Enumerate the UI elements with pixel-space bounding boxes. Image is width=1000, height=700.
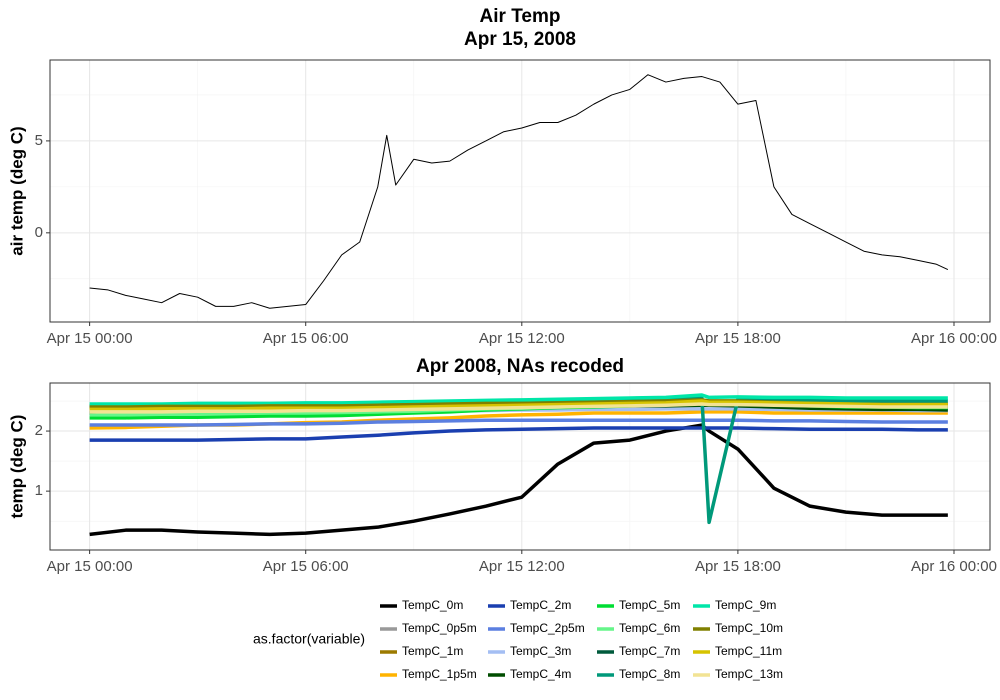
legend-label: TempC_2m xyxy=(510,598,571,612)
y-axis-label: air temp (deg C) xyxy=(7,126,26,255)
legend-label: TempC_0p5m xyxy=(402,621,477,635)
x-tick-label: Apr 15 06:00 xyxy=(263,330,349,347)
y-axis-label: temp (deg C) xyxy=(7,415,26,519)
series-line xyxy=(89,74,949,309)
series-line xyxy=(89,426,948,442)
x-tick-label: Apr 15 12:00 xyxy=(479,558,565,575)
series-line xyxy=(89,402,948,414)
legend-label: TempC_5m xyxy=(619,598,680,612)
legend-label: TempC_9m xyxy=(715,598,776,612)
series-line xyxy=(89,399,948,412)
x-tick-label: Apr 15 06:00 xyxy=(263,558,349,575)
x-tick-label: Apr 16 00:00 xyxy=(911,558,997,575)
x-tick-label: Apr 15 00:00 xyxy=(47,330,133,347)
legend-label: TempC_11m xyxy=(715,644,782,658)
legend-label: TempC_3m xyxy=(510,644,571,658)
legend-label: TempC_8m xyxy=(619,667,680,681)
chart-title: Apr 2008, NAs recoded xyxy=(416,356,624,377)
x-tick-label: Apr 15 00:00 xyxy=(47,558,133,575)
legend-label: TempC_13m xyxy=(715,667,783,681)
legend-label: TempC_4m xyxy=(510,667,571,681)
legend-label: TempC_7m xyxy=(619,644,680,658)
x-tick-label: Apr 15 18:00 xyxy=(695,330,781,347)
chart-subtitle: Apr 15, 2008 xyxy=(464,29,576,50)
legend-label: TempC_0m xyxy=(402,598,463,612)
y-tick-label: 2 xyxy=(35,422,43,439)
panel-border xyxy=(49,59,991,323)
y-tick-label: 5 xyxy=(35,132,43,149)
chart-title: Air Temp xyxy=(480,6,561,27)
series-line xyxy=(89,393,948,406)
legend-label: TempC_6m xyxy=(619,621,680,635)
series-line xyxy=(89,423,948,537)
legend-label: TempC_2p5m xyxy=(510,621,585,635)
series-line xyxy=(89,418,948,427)
x-tick-label: Apr 15 12:00 xyxy=(479,330,565,347)
panel-border xyxy=(49,382,991,551)
legend-label: TempC_1p5m xyxy=(402,667,477,681)
legend-label: TempC_10m xyxy=(715,621,783,635)
legend-title: as.factor(variable) xyxy=(253,631,365,647)
x-tick-label: Apr 16 00:00 xyxy=(911,330,997,347)
legend-label: TempC_1m xyxy=(402,644,463,658)
y-tick-label: 1 xyxy=(35,482,43,499)
x-tick-label: Apr 15 18:00 xyxy=(695,558,781,575)
panel-background xyxy=(50,60,990,322)
y-tick-label: 0 xyxy=(35,224,43,241)
